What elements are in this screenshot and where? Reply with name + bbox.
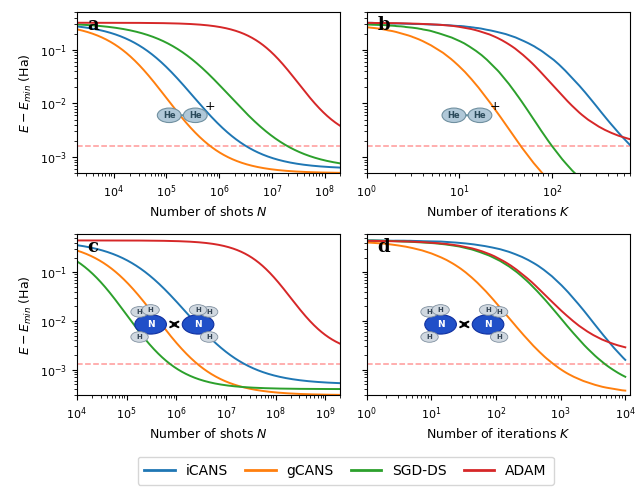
Circle shape <box>490 331 508 342</box>
Circle shape <box>182 315 214 334</box>
Legend: iCANS, gCANS, SGD-DS, ADAM: iCANS, gCANS, SGD-DS, ADAM <box>138 456 554 485</box>
Circle shape <box>490 307 508 317</box>
Circle shape <box>184 108 207 123</box>
Y-axis label: $E - E_{min}$ (Ha): $E - E_{min}$ (Ha) <box>19 53 35 132</box>
Text: N: N <box>484 320 492 329</box>
Circle shape <box>421 307 438 317</box>
Text: N: N <box>436 320 444 329</box>
Circle shape <box>442 108 466 123</box>
Text: He: He <box>189 111 202 120</box>
X-axis label: Number of iterations $K$: Number of iterations $K$ <box>426 205 571 219</box>
Circle shape <box>425 315 456 334</box>
Circle shape <box>432 305 449 315</box>
Text: d: d <box>378 238 390 255</box>
Text: +: + <box>205 100 215 113</box>
Circle shape <box>131 307 148 317</box>
Text: H: H <box>427 334 433 340</box>
Text: N: N <box>195 320 202 329</box>
Text: a: a <box>87 16 99 34</box>
Text: H: H <box>206 309 212 315</box>
Circle shape <box>142 305 159 315</box>
Text: N: N <box>147 320 154 329</box>
Text: H: H <box>195 307 201 313</box>
Text: H: H <box>496 334 502 340</box>
Text: b: b <box>378 16 390 34</box>
Circle shape <box>479 305 497 315</box>
Text: He: He <box>474 111 486 120</box>
Circle shape <box>157 108 181 123</box>
X-axis label: Number of iterations $K$: Number of iterations $K$ <box>426 427 571 441</box>
Circle shape <box>200 307 218 317</box>
Text: H: H <box>137 309 143 315</box>
X-axis label: Number of shots $N$: Number of shots $N$ <box>149 427 268 441</box>
Text: He: He <box>447 111 460 120</box>
Text: H: H <box>206 334 212 340</box>
Circle shape <box>421 331 438 342</box>
Text: H: H <box>427 309 433 315</box>
Y-axis label: $E - E_{min}$ (Ha): $E - E_{min}$ (Ha) <box>19 275 35 355</box>
Circle shape <box>135 315 166 334</box>
Text: +: + <box>489 100 500 113</box>
Text: c: c <box>87 238 99 255</box>
X-axis label: Number of shots $N$: Number of shots $N$ <box>149 205 268 219</box>
Text: H: H <box>137 334 143 340</box>
Circle shape <box>468 108 492 123</box>
Text: H: H <box>148 307 154 313</box>
Text: H: H <box>485 307 491 313</box>
Circle shape <box>200 331 218 342</box>
Text: H: H <box>438 307 444 313</box>
Text: H: H <box>496 309 502 315</box>
Text: He: He <box>163 111 175 120</box>
Circle shape <box>472 315 504 334</box>
Circle shape <box>131 331 148 342</box>
Circle shape <box>189 305 207 315</box>
